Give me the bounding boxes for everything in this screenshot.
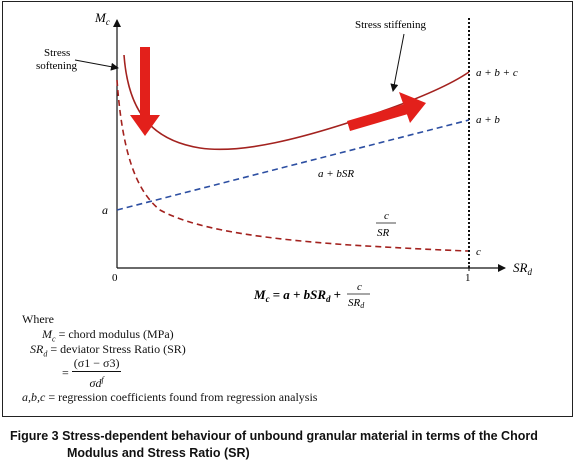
diagram: Mc SRd 0 1 a Stress softening Stress sti… [36, 10, 532, 310]
label-frac-sr: SR [377, 227, 390, 239]
where-sr-denominator: σdf [72, 372, 122, 391]
where-sub-d: d [43, 349, 48, 359]
x-end-label: 1 [465, 272, 471, 284]
caption-line-2: Modulus and Stress Ratio (SR) [67, 446, 250, 460]
origin-label: 0 [112, 272, 118, 284]
where-text-stress-ratio: = deviator Stress Ratio (SR) [50, 342, 186, 356]
where-text-chord-modulus: = chord modulus (MPa) [58, 327, 174, 341]
where-row-chord-modulus: Mc = chord modulus (MPa) [42, 327, 174, 346]
y-axis-label: Mc [94, 10, 110, 27]
where-sup-f: f [101, 375, 104, 384]
where-sym-sr: SR [30, 342, 44, 356]
label-c-end: c [476, 246, 481, 258]
where-row-stress-ratio: SRd = deviator Stress Ratio (SR) [30, 342, 186, 361]
equation-frac-den: SRd [348, 297, 365, 310]
stress-softening-label-1: Stress [44, 47, 70, 59]
where-row-sr-definition: = (σ1 − σ3) σdf [62, 356, 122, 391]
stress-stiffening-label: Stress stiffening [355, 19, 426, 31]
label-a-plus-bsr: a + bSR [318, 168, 354, 180]
y-intercept-label: a [102, 203, 108, 217]
where-sr-fraction: (σ1 − σ3) σdf [71, 356, 122, 391]
where-sym-mc: M [42, 327, 52, 341]
figure-caption: Figure 3 Stress-dependent behaviour of u… [10, 428, 570, 462]
where-sym-abc: a,b,c [22, 390, 46, 404]
where-sigma-d: σd [89, 376, 102, 390]
reciprocal-component-curve [116, 79, 469, 252]
stress-stiffening-arrow [347, 92, 426, 131]
x-axis-label: SRd [513, 260, 532, 277]
label-frac-c: c [384, 210, 389, 222]
equation-frac-num: c [357, 281, 362, 293]
caption-line-1: Figure 3 Stress-dependent behaviour of u… [10, 429, 538, 443]
figure-frame [2, 1, 573, 417]
where-text-coefficients: = regression coefficients found from reg… [48, 390, 318, 404]
label-a-plus-b: a + b [476, 114, 500, 126]
equation-lhs: Mc = a + bSRd + [253, 287, 341, 304]
where-row-coefficients: a,b,c = regression coefficients found fr… [22, 390, 317, 405]
softening-leader [74, 59, 119, 71]
stiffening-leader [390, 33, 405, 92]
where-sub-c: c [52, 334, 56, 344]
where-eq-sign: = [62, 365, 69, 380]
label-a-plus-b-plus-c: a + b + c [476, 67, 518, 79]
where-heading: Where [22, 312, 54, 326]
stress-softening-label-2: softening [36, 60, 77, 72]
where-sr-numerator: (σ1 − σ3) [71, 356, 122, 372]
stress-softening-arrow [130, 47, 160, 136]
linear-component-line [116, 119, 470, 211]
